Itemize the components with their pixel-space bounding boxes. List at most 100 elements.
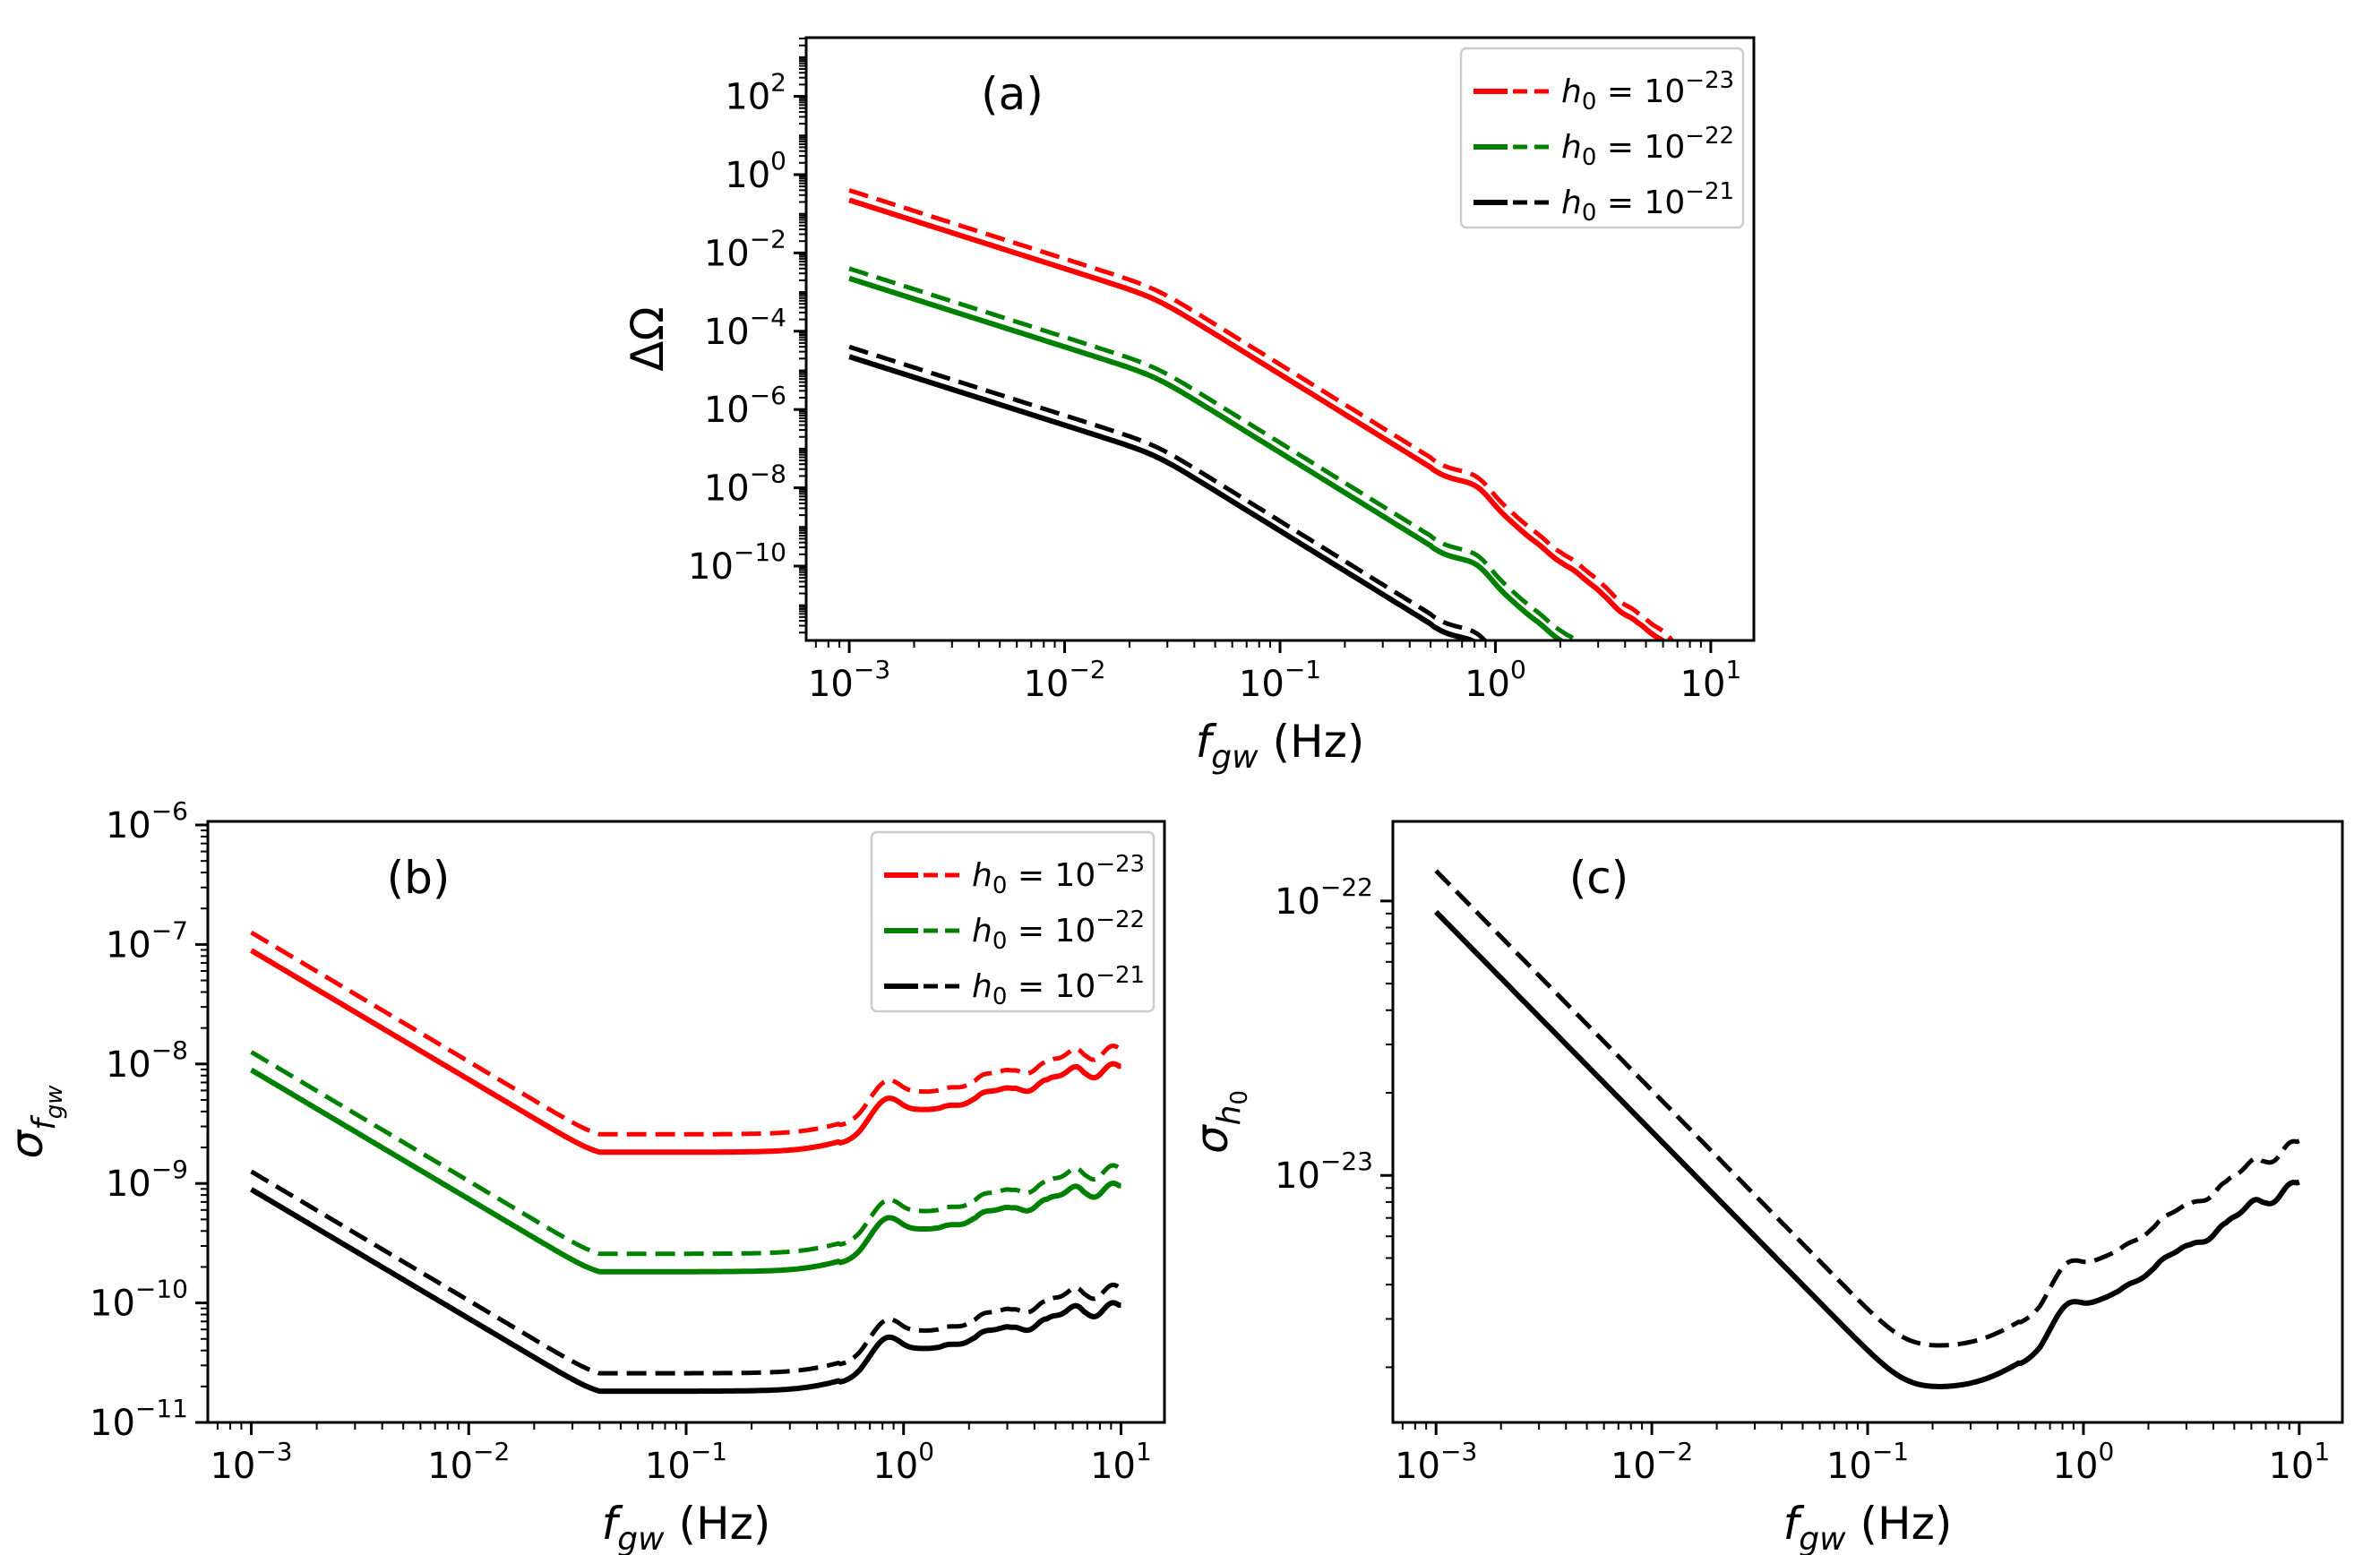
y-axis-label: σfgw [1,1085,68,1159]
text-span: 10 [704,233,750,274]
panel-label: (c) [1569,852,1629,904]
legend-entry: h0 = 10−22 [972,906,1145,955]
text-span: −6 [151,796,188,826]
text-span: ΔΩ [622,306,674,371]
legend-entry: h0 = 10−22 [1561,123,1734,171]
text-span: −3 [854,655,890,684]
legend-frame [1459,47,1745,229]
text-span: 10 [704,468,750,510]
legend-entry: h0 = 10−21 [1561,178,1734,227]
text-span: 10 [1275,1156,1320,1197]
plot-frame [1391,820,2344,1424]
text-span: 0 [992,872,1008,899]
text-span: = 10 [1007,913,1095,949]
text-span: −6 [750,381,786,410]
series-group [250,930,1121,1395]
x-tick-label: 101 [2268,1437,2330,1487]
text-span: 10 [725,155,770,196]
y-tick-label: 10−7 [106,915,188,966]
text-span: 10 [1395,1446,1440,1487]
series-line-dashed-0 [848,188,1675,640]
text-span: 10 [725,77,770,118]
y-tick-label: 10−10 [688,537,786,588]
legend-entry: h0 = 10−23 [972,851,1145,899]
text-span: −2 [473,1437,510,1466]
y-axis-label: ΔΩ [622,306,674,371]
x-tick-label: 101 [1090,1437,1152,1487]
text-span: 0 [1582,200,1597,227]
x-tick-label: 10−1 [1239,655,1321,705]
text-span: 0 [1226,1090,1253,1105]
text-span: = 10 [1596,185,1685,221]
text-span: h [1561,73,1582,110]
text-span: 10 [90,1284,135,1325]
series-line-solid-0 [1434,910,2300,1389]
y-tick-label: 102 [725,68,786,118]
text-span: 10 [1239,664,1285,705]
text-span: −2 [1656,1437,1693,1466]
text-span: −10 [135,1275,188,1304]
y-tick-label: 10−8 [106,1035,188,1086]
text-span: 10 [2268,1446,2314,1487]
text-span: −4 [750,303,786,332]
text-span: gw [617,1521,665,1555]
x-tick-label: 100 [2053,1437,2115,1487]
text-span: 10 [1275,881,1320,923]
text-span: 10 [704,390,750,431]
series-line-dashed-1 [848,266,1580,640]
text-span: (Hz) [665,1498,771,1550]
text-span: 10 [1826,1446,1872,1487]
x-tick-label: 10−3 [808,655,890,705]
series-line-dashed-2 [250,1169,1121,1376]
y-tick-label: 10−6 [106,796,188,846]
text-span: h [972,968,992,1005]
series-line-solid-1 [848,275,1566,640]
text-span: gw [41,1085,68,1120]
y-tick-label: 10−22 [1275,872,1373,923]
text-span: = 10 [1596,73,1685,110]
text-span: −3 [255,1437,292,1466]
y-tick-label: 100 [725,146,786,196]
x-tick-label: 100 [872,1437,934,1487]
text-span: −8 [151,1035,188,1065]
text-span: −1 [691,1437,727,1466]
text-span: 10 [106,924,151,966]
text-span: 0 [992,984,1008,1010]
x-tick-label: 101 [1680,655,1742,705]
text-span: 10 [90,1403,135,1444]
text-span: 10 [808,664,854,705]
text-span: 0 [992,928,1008,955]
text-span: 10 [688,546,734,588]
text-span: −23 [1320,1147,1373,1176]
text-span: 2 [770,68,786,98]
text-span: −22 [1685,123,1734,150]
text-span: h [972,857,992,894]
y-tick-label: 10−11 [90,1394,188,1444]
x-tick-label: 100 [1465,655,1526,705]
text-span: 10 [1611,1446,1656,1487]
x-axis-label: fgw (Hz) [1196,716,1365,776]
y-tick-label: 10−4 [704,303,786,353]
y-tick-label: 10−10 [90,1275,188,1325]
y-tick-label: 10−23 [1275,1147,1373,1197]
y-tick-label: 10−9 [106,1155,188,1205]
text-span: 10 [1023,664,1069,705]
text-span: 1 [1136,1437,1152,1466]
x-tick-label: 10−1 [1826,1437,1909,1487]
text-span: = 10 [1596,129,1685,166]
text-span: 10 [1090,1446,1136,1487]
series-group [1434,869,2300,1389]
text-span: −21 [1095,962,1145,989]
text-span: σ [1,1130,53,1159]
text-span: −3 [1440,1437,1477,1466]
text-span: 0 [1510,655,1526,684]
text-span: −11 [135,1394,188,1423]
series-line-solid-2 [848,354,1478,640]
text-span: 0 [1582,89,1597,116]
text-span: gw [1799,1521,1846,1555]
text-span: 10 [872,1446,918,1487]
series-line-dashed-2 [848,344,1489,640]
